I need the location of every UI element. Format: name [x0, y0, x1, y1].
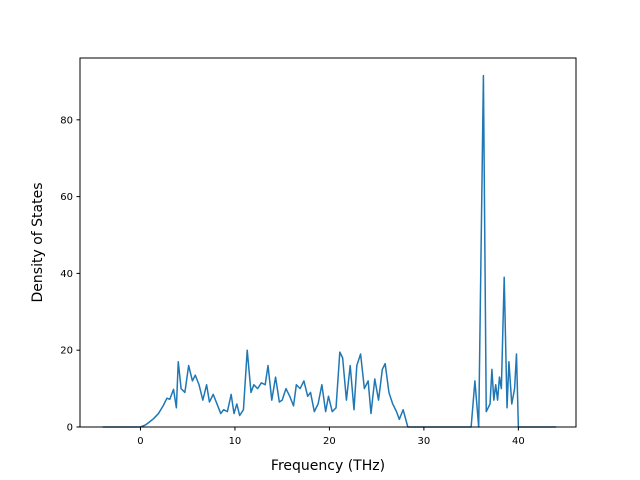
x-tick-label: 10	[229, 436, 242, 447]
line-series	[102, 74, 557, 428]
axes-frame	[79, 57, 577, 428]
x-tick-label: 30	[418, 436, 431, 447]
x-tick-label: 40	[512, 436, 525, 447]
y-axis-label: Density of States	[30, 183, 46, 303]
y-tick-label: 60	[60, 192, 73, 203]
y-tick-label: 0	[67, 423, 73, 434]
plot-area	[102, 74, 557, 428]
x-axis-label: Frequency (THz)	[271, 458, 385, 474]
y-tick-label: 20	[60, 346, 73, 357]
x-tick-label: 20	[323, 436, 336, 447]
x-tick-label: 0	[137, 436, 143, 447]
y-tick-label: 80	[60, 115, 73, 126]
y-tick-label: 40	[60, 269, 73, 280]
